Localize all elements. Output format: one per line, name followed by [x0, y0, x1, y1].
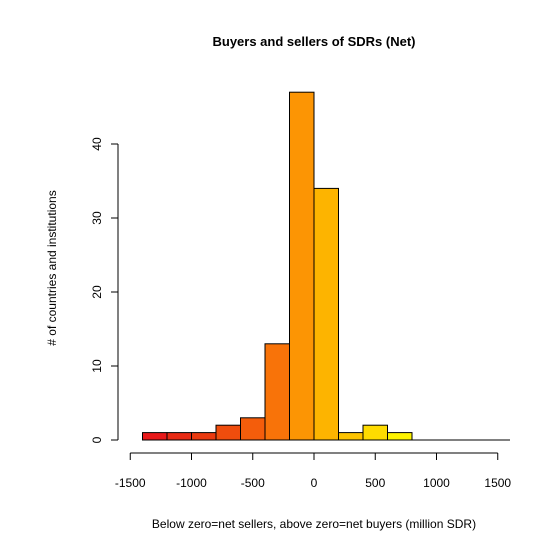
y-tick-label: 0: [90, 436, 104, 443]
y-axis-ticks: 0 10 20 30 40: [90, 137, 118, 443]
x-tick-label: -1500: [115, 476, 146, 490]
x-tick-label: 500: [365, 476, 385, 490]
histogram-bar: [313, 187, 339, 441]
x-tick-label: 0: [311, 476, 318, 490]
bars-group: [142, 91, 510, 441]
y-tick-label: 20: [90, 285, 104, 299]
histogram-bar: [240, 417, 266, 441]
y-axis-label: # of countries and institutions: [45, 190, 59, 345]
x-axis-ticks: -1500 -1000 -500 0 500 1000 1500: [115, 453, 511, 490]
histogram-bar: [166, 432, 192, 441]
chart-title: Buyers and sellers of SDRs (Net): [212, 34, 415, 49]
x-tick-label: -500: [241, 476, 265, 490]
x-tick-label: 1500: [484, 476, 511, 490]
histogram-bar: [289, 91, 315, 441]
y-tick-label: 30: [90, 211, 104, 225]
histogram-bar: [387, 432, 413, 441]
x-tick-label: -1000: [176, 476, 207, 490]
histogram-bar: [215, 424, 241, 441]
histogram-bar: [142, 432, 168, 441]
histogram-bar: [338, 432, 364, 441]
y-tick-label: 40: [90, 137, 104, 151]
histogram-bar: [191, 432, 217, 441]
histogram-bar: [264, 343, 290, 441]
histogram-bar: [362, 424, 388, 441]
y-tick-label: 10: [90, 359, 104, 373]
x-tick-label: 1000: [423, 476, 450, 490]
x-axis-label: Below zero=net sellers, above zero=net b…: [152, 517, 476, 531]
